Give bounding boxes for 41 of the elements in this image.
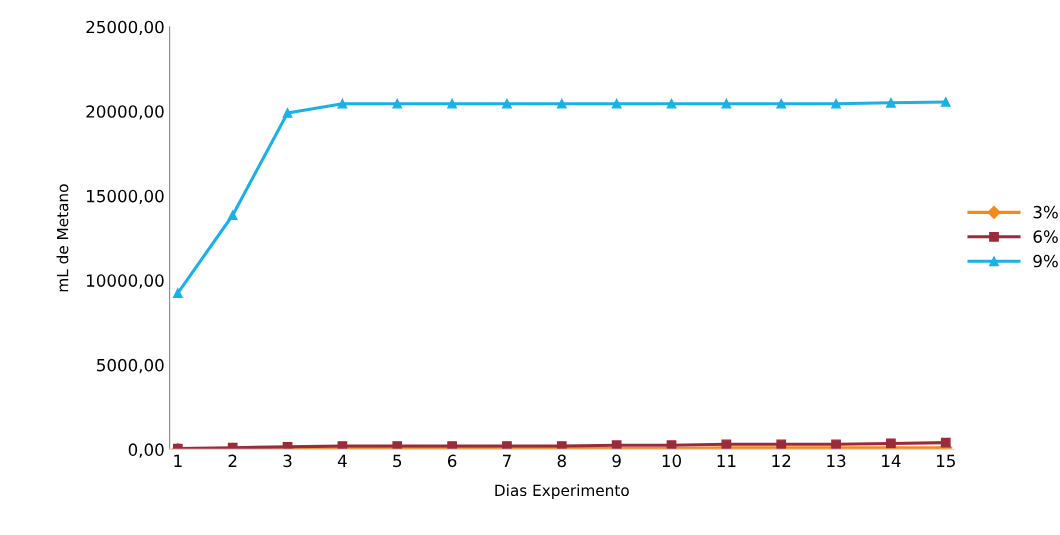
point [337,98,348,109]
x-tick-label: 2 [228,454,237,467]
x-tick-label: 1 [174,454,182,467]
y-axis-title: mL de Metano [56,184,69,292]
y-tick-label: 0,00 [128,443,164,458]
x-tick-label: 6 [447,454,457,468]
point [172,288,183,298]
x-tick-label: 12 [772,454,791,467]
y-tick-label: 15000,00 [87,189,164,205]
x-tick-label: 10 [662,454,681,468]
x-tick-label: 7 [503,454,511,467]
point [940,97,951,107]
x-tick-label: 15 [937,454,955,468]
y-tick-label: 25000,00 [86,20,164,36]
y-tick-label: 5000,00 [97,358,164,374]
point [776,98,787,109]
x-tick-label: 5 [393,454,402,468]
x-tick-label: 8 [557,454,566,468]
point [447,98,457,109]
x-axis-title: Dias Experimento [495,484,629,500]
point [721,98,732,109]
legend-label: 6% [1033,230,1058,243]
x-tick-label: 9 [612,454,621,468]
x-tick-label: 13 [827,454,846,468]
point [227,210,238,221]
point [556,98,567,109]
x-tick-label: 3 [283,454,292,468]
point [392,98,403,109]
x-tick-label: 11 [717,454,736,467]
point [611,98,622,109]
y-tick-label: 10000,00 [87,274,164,289]
x-tick-label: 4 [337,454,347,467]
legend-label: 9% [1033,254,1058,268]
point [666,98,677,109]
point [502,98,512,109]
point [282,108,293,118]
y-tick-label: 20000,00 [86,105,164,120]
legend-label: 3% [1033,205,1058,219]
point [886,97,896,108]
point [831,98,841,109]
x-tick-label: 14 [882,454,901,467]
